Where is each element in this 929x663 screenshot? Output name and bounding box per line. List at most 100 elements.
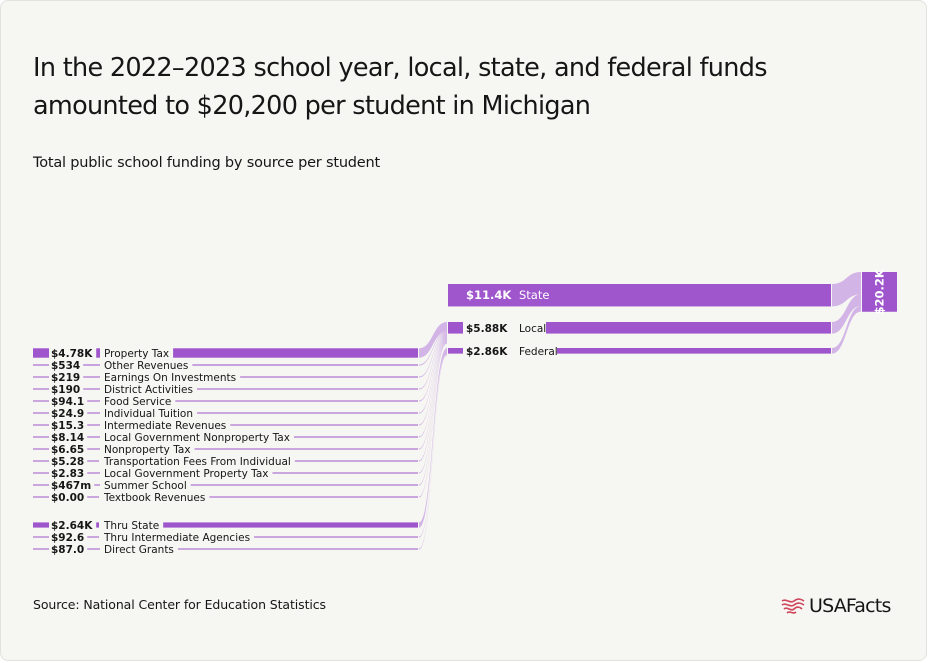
node-total (862, 272, 897, 312)
detail-marker-intermediate-revenues (33, 424, 49, 426)
detail-bar-other-revenues (49, 364, 418, 366)
source-label-local: Local (519, 323, 546, 335)
source-label-federal: Federal (519, 346, 558, 358)
detail-value-direct-grants: $87.0 (51, 544, 84, 556)
detail-label-bg-other-revenues (100, 359, 193, 371)
detail-label-bg-intermediate-revenues (100, 419, 231, 431)
detail-marker-food-service (33, 400, 49, 402)
detail-value-thru-intermediate-agencies: $92.6 (51, 532, 84, 544)
detail-label-bg-thru-state (99, 519, 164, 531)
link-local-to-total (832, 294, 861, 334)
detail-bar-textbook-revenues (49, 496, 418, 498)
source-label-bg-local (463, 317, 546, 339)
detail-label-bg-food-service (100, 395, 176, 407)
link-nonproperty-tax-to-local (419, 338, 447, 450)
detail-value-bg-other-revenues (49, 359, 84, 371)
detail-label-intermediate-revenues: Intermediate Revenues (104, 420, 226, 432)
detail-value-bg-local-government-nonproperty-tax (49, 431, 88, 443)
sankey-labels: $20.2K $11.4K State $5.88K Local $2.86K Federa… (49, 268, 887, 556)
source-label-bg-federal (463, 343, 557, 359)
detail-value-transportation-fees-from-individual: $5.28 (51, 456, 84, 468)
detail-value-bg-food-service (49, 395, 88, 407)
source-label-state: State (519, 288, 549, 302)
link-state-to-total (832, 272, 861, 307)
detail-marker-local-government-property-tax (33, 472, 49, 474)
detail-value-bg-thru-intermediate-agencies (49, 531, 88, 543)
sankey-links (419, 272, 861, 550)
detail-value-bg-property-tax (49, 347, 97, 359)
detail-marker-summer-school (33, 484, 49, 486)
link-other-revenues-to-local (419, 331, 447, 366)
detail-label-district-activities: District Activities (104, 384, 193, 396)
detail-label-bg-nonproperty-tax (100, 443, 195, 455)
detail-label-bg-local-government-nonproperty-tax (100, 431, 294, 443)
detail-bar-nonproperty-tax (49, 448, 418, 450)
link-transportation-fees-from-individual-to-local (419, 339, 447, 462)
detail-marker-individual-tuition (33, 412, 49, 414)
detail-marker-textbook-revenues (33, 496, 49, 498)
detail-value-bg-transportation-fees-from-individual (49, 455, 88, 467)
detail-value-property-tax: $4.78K (51, 348, 93, 360)
link-individual-tuition-to-local (419, 335, 447, 414)
detail-marker-other-revenues (33, 364, 49, 366)
detail-bar-food-service (49, 400, 418, 402)
link-district-activities-to-local (419, 333, 447, 390)
link-textbook-revenues-to-local (419, 342, 447, 498)
detail-label-bg-thru-intermediate-agencies (99, 531, 255, 543)
logo-text: USAFacts (809, 595, 891, 617)
detail-bar-district-activities (49, 388, 418, 390)
usafacts-logo[interactable]: USAFacts (781, 593, 891, 619)
detail-label-bg-local-government-property-tax (100, 467, 273, 479)
detail-label-local-government-property-tax: Local Government Property Tax (104, 468, 268, 480)
detail-marker-property-tax (33, 348, 49, 358)
detail-value-local-government-property-tax: $2.83 (51, 468, 84, 480)
detail-label-bg-direct-grants (100, 543, 178, 555)
detail-marker-local-government-nonproperty-tax (33, 436, 49, 438)
link-food-service-to-local (419, 334, 447, 402)
detail-label-bg-textbook-revenues (99, 491, 210, 503)
detail-value-bg-thru-state (49, 519, 97, 531)
detail-label-earnings-on-investments: Earnings On Investments (104, 372, 236, 384)
detail-label-other-revenues: Other Revenues (104, 360, 188, 372)
link-summer-school-to-local (419, 341, 447, 486)
detail-bar-property-tax (49, 348, 418, 358)
detail-label-bg-district-activities (100, 383, 197, 395)
detail-value-bg-nonproperty-tax (49, 443, 88, 455)
chart-subtitle: Total public school funding by source pe… (33, 155, 381, 171)
detail-value-bg-intermediate-revenues (49, 419, 88, 431)
detail-marker-district-activities (33, 388, 49, 390)
detail-bar-thru-state (49, 522, 418, 528)
detail-label-local-government-nonproperty-tax: Local Government Nonproperty Tax (104, 432, 290, 444)
detail-value-bg-local-government-property-tax (49, 467, 88, 479)
source-value-state: $11.4K (466, 288, 512, 302)
link-earnings-on-investments-to-local (419, 332, 447, 378)
detail-label-transportation-fees-from-individual: Transportation Fees From Individual (103, 456, 291, 468)
detail-marker-nonproperty-tax (33, 448, 49, 450)
detail-marker-transportation-fees-from-individual (33, 460, 49, 462)
detail-value-thru-state: $2.64K (51, 520, 93, 532)
detail-bar-individual-tuition (49, 412, 418, 414)
detail-value-intermediate-revenues: $15.3 (51, 420, 84, 432)
total-value-label: $20.2K (873, 268, 887, 314)
source-note: Source: National Center for Education St… (33, 597, 326, 612)
detail-bar-direct-grants (49, 548, 418, 550)
detail-value-bg-district-activities (49, 383, 84, 395)
detail-value-local-government-nonproperty-tax: $8.14 (51, 432, 84, 444)
detail-value-bg-direct-grants (49, 543, 88, 555)
detail-value-district-activities: $190 (51, 384, 80, 396)
node-federal (448, 348, 831, 354)
detail-label-bg-individual-tuition (100, 407, 197, 419)
link-local-government-nonproperty-tax-to-local (419, 337, 447, 438)
detail-value-textbook-revenues: $0.00 (51, 492, 84, 504)
detail-label-bg-earnings-on-investments (100, 371, 241, 383)
detail-value-bg-summer-school (49, 479, 95, 491)
detail-label-food-service: Food Service (104, 396, 171, 408)
chart-title: In the 2022–2023 school year, local, sta… (33, 53, 767, 121)
link-property-tax-to-local (419, 322, 447, 358)
link-thru-state-to-federal (419, 348, 447, 528)
detail-bar-summer-school (49, 484, 418, 486)
source-value-federal: $2.86K (466, 346, 508, 358)
detail-label-direct-grants: Direct Grants (104, 544, 174, 556)
